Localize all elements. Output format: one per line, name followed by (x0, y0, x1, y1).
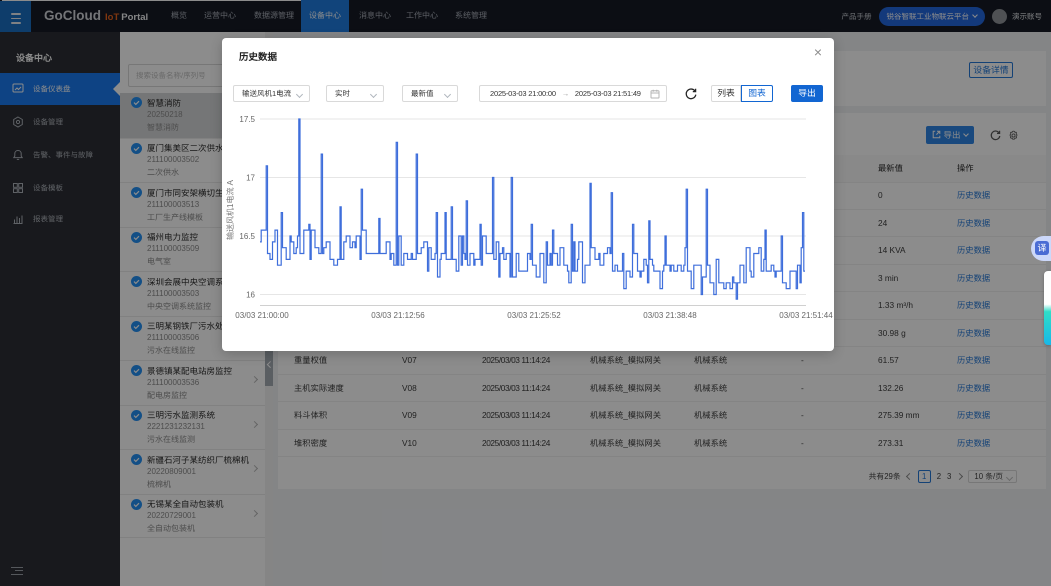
svg-text:03/03 21:51:44: 03/03 21:51:44 (779, 311, 833, 320)
svg-text:17.5: 17.5 (239, 115, 255, 124)
svg-text:03/03 21:25:52: 03/03 21:25:52 (507, 311, 561, 320)
svg-text:16.5: 16.5 (239, 232, 255, 241)
svg-text:17: 17 (246, 174, 255, 183)
svg-text:输送风机1电流 A: 输送风机1电流 A (226, 179, 235, 240)
svg-text:16: 16 (246, 291, 255, 300)
svg-text:03/03 21:12:56: 03/03 21:12:56 (371, 311, 425, 320)
svg-text:03/03 21:00:00: 03/03 21:00:00 (235, 311, 289, 320)
svg-text:03/03 21:38:48: 03/03 21:38:48 (643, 311, 697, 320)
